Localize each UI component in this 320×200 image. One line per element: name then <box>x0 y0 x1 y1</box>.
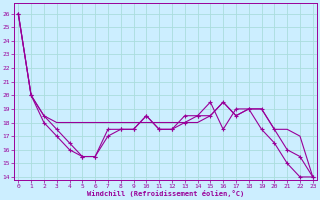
X-axis label: Windchill (Refroidissement éolien,°C): Windchill (Refroidissement éolien,°C) <box>87 190 244 197</box>
